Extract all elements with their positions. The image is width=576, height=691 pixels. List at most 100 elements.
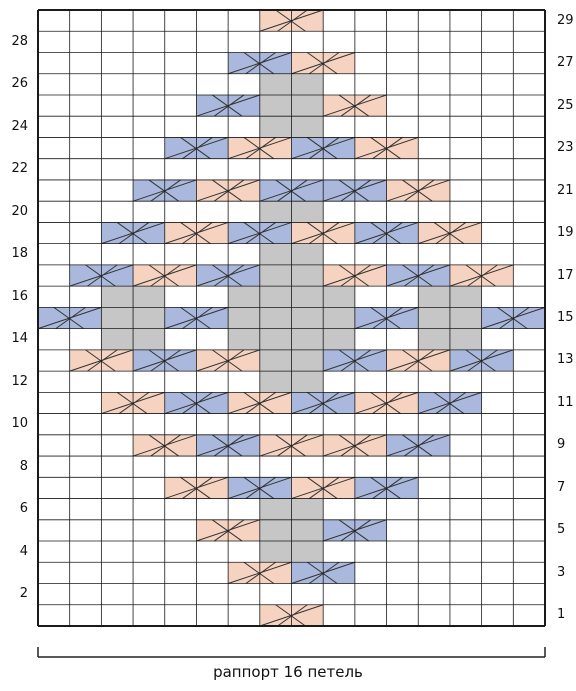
cable-stroke [404,179,435,202]
cable-stroke [372,222,403,245]
cable-stroke [213,94,245,117]
cable-stroke [275,179,306,202]
cable-stroke [307,391,338,414]
cable-stroke [211,264,243,287]
cable-stroke [182,137,213,160]
cable-stroke [211,349,243,372]
row-number-left: 16 [11,288,28,304]
cable-stroke [277,434,308,457]
cable-stroke [340,519,372,542]
cable-stroke [308,561,340,584]
cable-stroke [118,391,150,414]
cable-stroke [55,306,86,330]
cable-stroke [307,52,338,75]
cable-stroke [433,391,465,414]
row-number-right: 5 [557,522,566,538]
row-number-left: 24 [11,118,28,134]
cable-stroke [245,52,276,75]
cable-stroke [404,264,435,287]
cable-stroke [211,519,243,542]
row-number-right: 1 [557,607,566,623]
cable-stroke [148,349,179,372]
cable-stroke [87,349,118,372]
cable-stroke [243,561,275,584]
cable-stroke [211,94,243,117]
grid-lines [37,9,546,627]
cable-stroke [370,391,401,414]
cable-stroke [277,9,308,32]
cable-stroke [370,222,401,245]
cable-stroke [275,604,306,627]
cable-stroke [180,391,211,414]
row-number-left: 14 [11,331,28,347]
cable-stroke [213,179,245,202]
cable-stroke [372,137,403,160]
repeat-caption: раппорт 16 петель [213,663,363,681]
cable-stroke [243,137,275,160]
cable-stroke [402,434,433,457]
cable-stroke [497,306,528,330]
cable-stroke [116,222,148,245]
cable-stroke [372,306,403,330]
cable-stroke [372,476,403,499]
cable-stroke [338,179,370,202]
cable-stroke [340,94,372,117]
cable-stroke [370,306,401,330]
cable-stroke [213,434,245,457]
cable-stroke [433,222,465,245]
cable-stroke [404,349,435,372]
cable-stroke [87,264,118,287]
cable-stroke [245,476,276,499]
cable-stroke [435,222,467,245]
repeat-bracket [37,647,546,658]
cable-stroke [338,519,370,542]
cable-stroke [308,52,340,75]
cable-stroke [370,137,401,160]
row-number-right: 21 [557,182,574,198]
cable-stroke [243,222,275,245]
cable-stroke [338,264,370,287]
cable-stroke [245,561,276,584]
cable-stroke [307,476,338,499]
cable-stroke [340,349,372,372]
row-number-right: 25 [557,97,574,113]
cable-stroke [307,137,338,160]
cable-stroke [277,604,308,627]
cable-stroke [85,349,116,372]
cable-stroke [211,179,243,202]
cable-stroke [53,306,84,330]
cable-stroke [150,179,181,202]
row-number-left: 8 [19,458,28,474]
cable-stroke [182,306,213,330]
row-number-left: 2 [19,586,28,602]
cable-stroke [277,179,308,202]
cable-stroke [182,222,213,245]
cable-stroke [243,391,275,414]
cable-stroke [308,137,340,160]
cable-stroke [404,434,435,457]
cable-stroke [245,391,276,414]
cable-stroke [372,391,403,414]
row-number-right: 23 [557,140,574,156]
cable-stroke [465,349,496,372]
row-number-right: 9 [557,437,566,453]
row-number-left: 22 [11,161,28,177]
cable-stroke [243,52,275,75]
cable-stroke [180,137,211,160]
cable-stroke [275,9,306,32]
cable-stroke [211,434,243,457]
cable-stroke [308,476,340,499]
cable-stroke [338,434,370,457]
cable-stroke [340,179,372,202]
row-number-left: 26 [11,76,28,92]
row-number-right: 27 [557,55,574,71]
cable-stroke [370,476,401,499]
cable-stroke [340,264,372,287]
cable-stroke [402,349,433,372]
cable-stroke [180,222,211,245]
row-number-right: 29 [557,12,574,28]
cable-stroke [180,306,211,330]
cable-stroke [243,476,275,499]
row-number-left: 12 [11,373,28,389]
